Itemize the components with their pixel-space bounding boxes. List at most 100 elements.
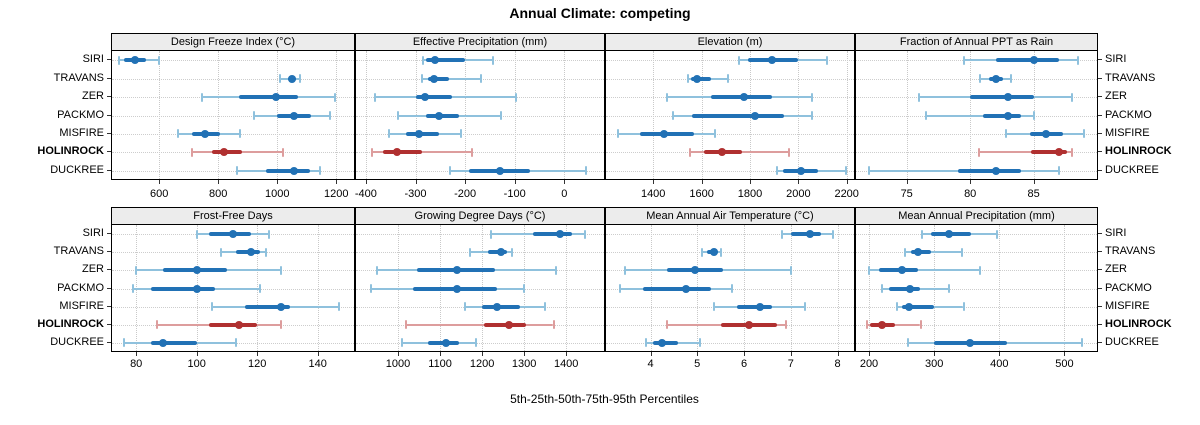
site-label-right-duckree: DUCKREE	[1105, 163, 1159, 176]
axis-tick	[970, 180, 972, 184]
percentile-row-duckree	[856, 51, 1097, 179]
whisker-5-95	[371, 151, 473, 154]
whisker-cap	[210, 302, 213, 312]
axis-tick-label: -300	[404, 188, 427, 200]
y-axis-tick	[107, 305, 111, 307]
percentile-row-duckree	[112, 51, 354, 179]
site-label-right-holinrock: HOLINROCK	[1105, 317, 1172, 330]
median-dot	[1004, 93, 1013, 102]
whisker-5-95	[925, 114, 1034, 117]
median-dot	[277, 302, 286, 311]
median-dot	[192, 266, 201, 275]
gridline-horizontal	[606, 234, 854, 236]
whisker-5-95	[869, 269, 980, 272]
axis-tick-label: 2000	[786, 188, 811, 200]
median-dot	[991, 166, 1000, 175]
median-dot	[767, 56, 776, 65]
whisker-cap	[265, 247, 268, 257]
axis-tick	[653, 180, 655, 184]
whisker-cap	[156, 320, 159, 330]
whisker-cap	[978, 265, 981, 275]
y-axis-tick	[107, 132, 111, 134]
whisker-cap	[687, 74, 690, 84]
whisker-cap	[921, 229, 924, 239]
gridline-vertical	[1064, 225, 1066, 351]
whisker-cap	[369, 284, 372, 293]
whisker-cap	[299, 74, 302, 84]
panel-header: Elevation (m)	[606, 34, 854, 51]
whisker-cap	[903, 247, 906, 257]
whisker-cap	[844, 166, 847, 176]
site-label-left-holinrock: HOLINROCK	[37, 317, 104, 330]
median-dot	[497, 248, 505, 257]
percentile-row-holinrock	[856, 225, 1097, 351]
panel-plot	[606, 225, 854, 351]
median-dot	[756, 302, 765, 311]
gridline-horizontal	[112, 115, 354, 117]
axis-tick	[398, 352, 399, 356]
whisker-cap	[780, 229, 783, 239]
percentile-row-misfire	[856, 225, 1097, 351]
median-dot	[271, 93, 280, 102]
site-label-left-duckree: DUCKREE	[50, 163, 104, 176]
panel-growing-degree-days-c: Growing Degree Days (°C)	[355, 207, 605, 352]
percentile-row-holinrock	[856, 51, 1097, 179]
whisker-cap	[259, 284, 262, 293]
percentile-row-siri	[112, 225, 354, 351]
percentile-row-travans	[356, 51, 604, 179]
bar-25-75	[151, 286, 215, 291]
whisker-cap	[785, 320, 788, 330]
whisker-cap	[623, 265, 626, 275]
gridline-horizontal	[606, 342, 854, 344]
percentile-row-misfire	[606, 225, 854, 351]
whisker-cap	[948, 284, 951, 293]
median-dot	[692, 74, 701, 83]
bar-25-75	[690, 76, 712, 81]
axis-tick-label: 1000	[385, 358, 411, 370]
percentile-row-travans	[112, 225, 354, 351]
bar-25-75	[691, 113, 784, 118]
whisker-cap	[544, 302, 547, 312]
whisker-cap	[719, 247, 722, 257]
gridline-horizontal	[606, 170, 854, 172]
chart-title: Annual Climate: competing	[509, 5, 691, 21]
median-dot	[496, 166, 505, 175]
axis-tick	[482, 352, 484, 356]
whisker-cap	[810, 92, 813, 102]
whisker-cap	[665, 320, 668, 330]
whisker-cap	[480, 74, 482, 84]
panel-frost-free-days: Frost-Free Days	[111, 207, 355, 352]
percentile-row-misfire	[112, 51, 354, 179]
whisker-cap	[961, 247, 964, 257]
y-axis-tick	[1098, 251, 1102, 253]
gridline-horizontal	[356, 342, 604, 344]
median-dot	[192, 284, 201, 293]
gridline-vertical	[566, 225, 568, 351]
whisker-5-95	[406, 323, 554, 326]
axis-tick	[798, 180, 800, 184]
y-axis-tick	[1098, 287, 1102, 289]
axis-tick-label: 2200	[834, 188, 859, 200]
axis-tick-label: 1200	[324, 188, 349, 200]
percentile-row-duckree	[856, 225, 1097, 351]
gridline-horizontal	[112, 170, 354, 172]
axis-tick-label: 80	[964, 188, 977, 200]
whisker-cap	[826, 55, 829, 65]
panel-mean-annual-air-temperature-c: Mean Annual Air Temperature (°C)	[605, 207, 855, 352]
axis-tick	[846, 180, 848, 184]
bar-25-75	[1031, 150, 1067, 155]
median-dot	[744, 320, 753, 329]
bar-25-75	[238, 95, 298, 100]
gridline-horizontal	[606, 78, 854, 80]
whisker-cap	[619, 284, 621, 293]
y-axis-tick	[107, 323, 111, 325]
median-dot	[247, 248, 256, 257]
whisker-cap	[1004, 129, 1007, 139]
gridline-horizontal	[856, 324, 1097, 326]
median-dot	[739, 93, 748, 102]
percentile-row-duckree	[606, 51, 854, 179]
median-dot	[235, 320, 244, 329]
axis-tick	[257, 352, 259, 356]
percentile-row-misfire	[112, 225, 354, 351]
